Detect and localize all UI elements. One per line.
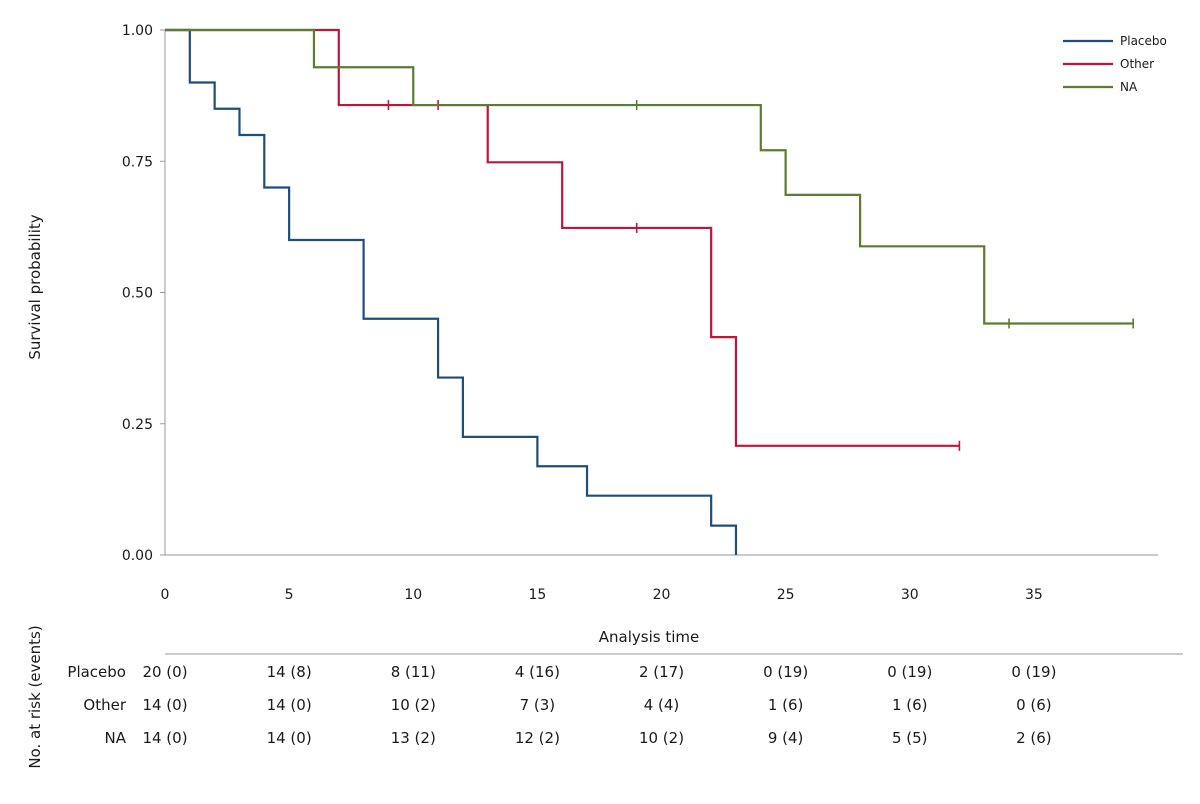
risk-cell: 14 (8) [267,663,312,681]
x-axis-title: Analysis time [599,628,699,646]
risk-table-title: No. at risk (events) [26,625,44,768]
x-tick-label: 30 [901,587,919,603]
risk-cell: 14 (0) [142,729,187,747]
risk-cell: 1 (6) [892,696,928,714]
legend-label-placebo: Placebo [1120,34,1167,48]
risk-cell: 0 (19) [887,663,932,681]
risk-cell: 2 (6) [1016,729,1052,747]
risk-cell: 7 (3) [520,696,556,714]
x-tick-label: 5 [285,587,294,603]
risk-row-label: NA [105,729,127,747]
risk-cell: 14 (0) [142,696,187,714]
survival-curves [165,28,1134,555]
risk-cell: 8 (11) [391,663,436,681]
curve-na [165,28,1134,325]
legend: Placebo Other NA [1063,34,1167,94]
risk-cell: 4 (4) [644,696,680,714]
x-tick-label: 35 [1025,587,1043,603]
risk-cell: 0 (19) [1011,663,1056,681]
risk-cell: 10 (2) [391,696,436,714]
y-tick-label: 0.00 [122,548,153,564]
risk-cell: 0 (6) [1016,696,1052,714]
y-tick-label: 0.75 [122,154,153,170]
legend-label-other: Other [1120,57,1154,71]
legend-label-na: NA [1120,80,1138,94]
x-tick-label: 25 [777,587,795,603]
curve-other [165,28,960,447]
y-tick-label: 0.50 [122,286,153,302]
y-axis-title: Survival probability [26,214,44,359]
risk-cell: 20 (0) [142,663,187,681]
risk-cell: 10 (2) [639,729,684,747]
risk-cell: 2 (17) [639,663,684,681]
axes-layer: 0.00 0.25 0.50 0.75 1.00 0 5 10 15 20 25 30 35 [122,23,1183,655]
risk-cell: 4 (16) [515,663,560,681]
risk-cell: 14 (0) [267,729,312,747]
curve-placebo [165,28,738,555]
risk-cell: 5 (5) [892,729,928,747]
x-tick-label: 10 [404,587,422,603]
x-tick-label: 0 [161,587,170,603]
x-tick-label: 15 [528,587,546,603]
risk-cell: 13 (2) [391,729,436,747]
risk-table: Placebo 20 (0) 14 (8) 8 (11) 4 (16) 2 (17) 0 (… [67,663,1056,747]
risk-cell: 0 (19) [763,663,808,681]
risk-cell: 14 (0) [267,696,312,714]
risk-cell: 9 (4) [768,729,804,747]
y-tick-label: 0.25 [122,417,153,433]
y-tick-label: 1.00 [122,23,153,39]
risk-row-label: Placebo [67,663,126,681]
x-tick-label: 20 [653,587,671,603]
risk-cell: 12 (2) [515,729,560,747]
risk-row-label: Other [83,696,126,714]
risk-cell: 1 (6) [768,696,804,714]
